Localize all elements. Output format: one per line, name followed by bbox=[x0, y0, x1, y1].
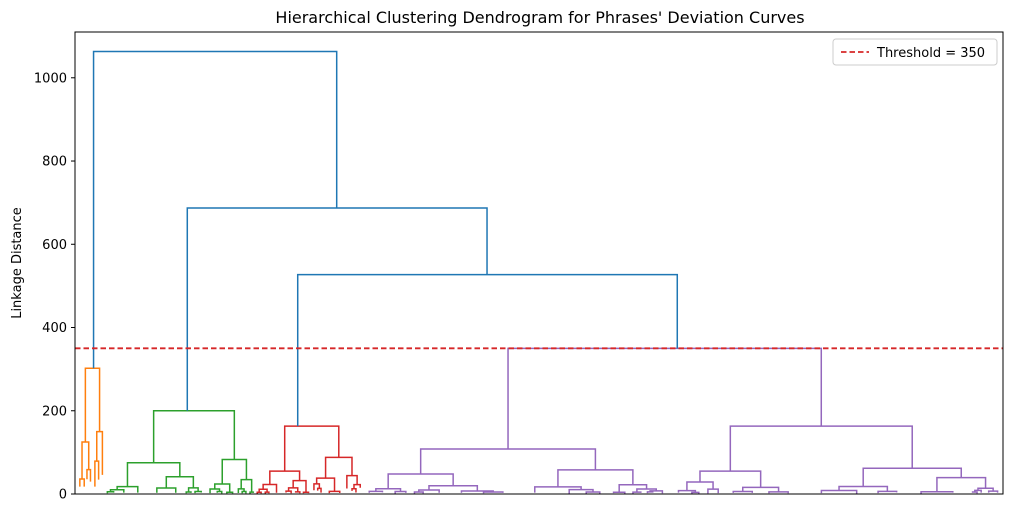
cluster-link bbox=[187, 487, 199, 492]
cluster-link bbox=[214, 483, 231, 493]
cluster-link bbox=[612, 491, 626, 494]
cluster-link bbox=[428, 485, 479, 492]
cluster-link bbox=[375, 488, 402, 492]
legend: Threshold = 350 bbox=[832, 38, 998, 66]
cluster-link bbox=[636, 488, 657, 493]
cluster-link bbox=[820, 489, 858, 494]
cluster-link bbox=[971, 491, 978, 494]
dendrogram-links bbox=[79, 50, 999, 494]
cluster-link bbox=[106, 491, 115, 494]
cluster-link bbox=[156, 487, 177, 493]
cluster-link bbox=[729, 425, 913, 472]
chart-title: Hierarchical Clustering Dendrogram for P… bbox=[275, 8, 804, 27]
cluster-link bbox=[258, 488, 268, 493]
cluster-link bbox=[507, 347, 823, 450]
cluster-link bbox=[292, 479, 307, 493]
cluster-link bbox=[249, 491, 255, 494]
cluster-link bbox=[677, 489, 697, 493]
cluster-link bbox=[302, 491, 310, 494]
cluster-link bbox=[316, 487, 322, 493]
cluster-link bbox=[838, 485, 889, 492]
cluster-link bbox=[768, 491, 789, 494]
cluster-link bbox=[686, 481, 714, 491]
cluster-link bbox=[632, 491, 642, 494]
cluster-link bbox=[482, 491, 504, 494]
cluster-link bbox=[194, 490, 202, 494]
cluster-link bbox=[646, 491, 654, 494]
cluster-link bbox=[264, 491, 270, 494]
top-link bbox=[186, 207, 488, 411]
plot-frame bbox=[74, 31, 1004, 495]
y-axis: 0 200 400 600 800 1000 bbox=[34, 71, 75, 503]
cluster-link bbox=[691, 491, 700, 494]
cluster-link bbox=[294, 491, 301, 494]
y-tick-label: 800 bbox=[42, 155, 67, 170]
cluster-link bbox=[81, 441, 90, 480]
cluster-link bbox=[419, 448, 597, 475]
cluster-link bbox=[618, 484, 648, 493]
cluster-link bbox=[216, 490, 223, 494]
cluster-link bbox=[862, 467, 962, 487]
cluster-link bbox=[413, 491, 424, 494]
cluster-link bbox=[585, 491, 601, 494]
cluster-link bbox=[84, 367, 101, 442]
cluster-link bbox=[283, 425, 340, 472]
top-link bbox=[296, 273, 679, 427]
cluster-link bbox=[418, 489, 440, 493]
cluster-link bbox=[226, 491, 234, 494]
cluster-link bbox=[394, 490, 407, 494]
cluster-link bbox=[351, 488, 357, 493]
cluster-link bbox=[96, 430, 104, 475]
cluster-link bbox=[732, 490, 754, 493]
cluster-link bbox=[707, 488, 719, 494]
cluster-link bbox=[241, 490, 247, 494]
cluster-link bbox=[313, 483, 321, 491]
cluster-link bbox=[974, 489, 982, 493]
cluster-link bbox=[79, 478, 85, 487]
cluster-link bbox=[920, 491, 954, 494]
cluster-link bbox=[185, 491, 192, 494]
cluster-link bbox=[86, 468, 92, 482]
y-tick-label: 600 bbox=[42, 238, 67, 253]
legend-threshold-label: Threshold = 350 bbox=[876, 46, 985, 61]
y-tick-label: 400 bbox=[42, 321, 67, 336]
cluster-link bbox=[126, 462, 181, 487]
cluster-link bbox=[368, 490, 384, 493]
cluster-link bbox=[269, 470, 301, 485]
cluster-link bbox=[328, 490, 341, 494]
top-link bbox=[92, 50, 338, 369]
cluster-link bbox=[346, 474, 358, 489]
y-tick-label: 1000 bbox=[34, 71, 67, 86]
cluster-link bbox=[165, 475, 195, 488]
legend-box bbox=[832, 38, 998, 66]
cluster-link bbox=[936, 476, 987, 492]
cluster-link bbox=[987, 490, 999, 493]
cluster-link bbox=[256, 491, 262, 494]
cluster-link bbox=[240, 478, 253, 493]
cluster-link bbox=[94, 460, 100, 487]
cluster-link bbox=[285, 490, 292, 494]
cluster-link bbox=[387, 473, 454, 489]
cluster-link bbox=[116, 485, 139, 493]
cluster-link bbox=[699, 470, 762, 488]
y-tick-label: 0 bbox=[59, 488, 67, 503]
cluster-link bbox=[534, 486, 582, 493]
cluster-link bbox=[237, 488, 245, 494]
y-tick-label: 200 bbox=[42, 404, 67, 419]
cluster-link bbox=[109, 488, 125, 493]
cluster-link bbox=[460, 490, 494, 493]
y-axis-label: Linkage Distance bbox=[10, 207, 25, 319]
cluster-link bbox=[877, 490, 898, 494]
cluster-link bbox=[152, 410, 236, 463]
